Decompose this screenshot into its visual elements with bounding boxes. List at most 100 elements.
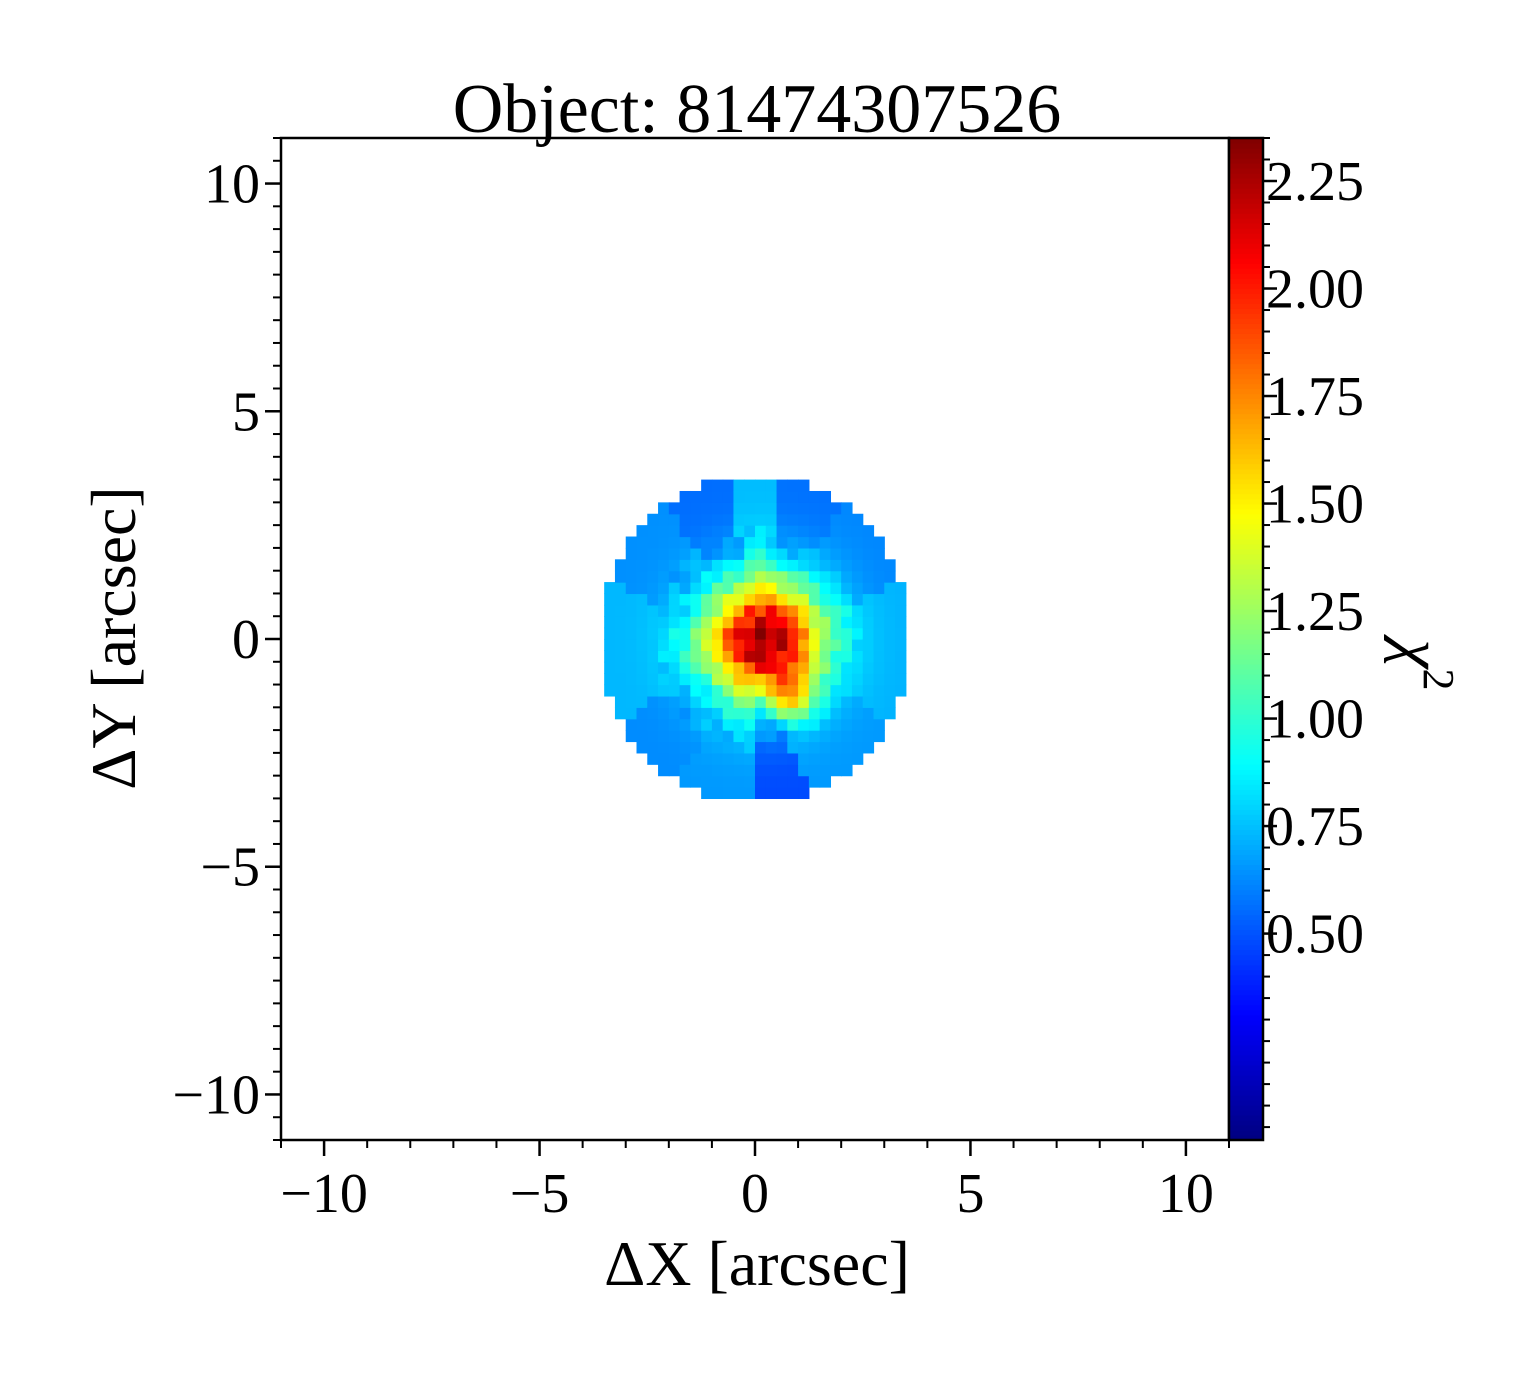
heatmap-cell [755,627,767,640]
colorbar-segment [1229,829,1263,835]
heatmap-cell [636,695,648,708]
heatmap-cell [862,627,875,640]
y-axis-label: ΔY [arcsec] [78,486,149,789]
heatmap-cell [841,502,853,515]
heatmap-cell [679,707,691,720]
heatmap-cell [625,593,638,606]
heatmap-cell [744,479,756,492]
heatmap-cell [851,570,864,583]
heatmap-cell [625,616,638,629]
heatmap-cell [733,639,745,651]
heatmap-cell [701,559,713,572]
heatmap-cell [808,650,821,663]
colorbar-segment [1229,483,1263,490]
heatmap-cell [701,525,713,538]
heatmap-cell [690,502,702,515]
colorbar-segment [1229,268,1263,274]
x-tick-label: 10 [1158,1163,1214,1225]
heatmap-cell [636,593,648,606]
heatmap-cell [776,695,788,708]
heatmap-cell [614,661,627,674]
colorbar-frame [1227,136,1265,1142]
heatmap-cell [711,695,724,708]
heatmap-cell [679,661,691,674]
colorbar-tick-label: 0.75 [1266,796,1364,858]
heatmap-cell [658,707,670,720]
heatmap-cell [798,582,810,595]
colorbar-segment [1229,433,1263,440]
heatmap-cell [819,650,832,663]
colorbar-segment [1229,719,1263,725]
heatmap-cell [808,718,821,731]
heatmap-cell [701,536,713,549]
heatmap-cell [873,547,885,560]
colorbar-segment [1229,398,1263,405]
heatmap-cell [679,502,691,515]
heatmap-cell [647,650,659,663]
colorbar-segment [1229,503,1263,510]
heatmap-cell [830,593,842,606]
heatmap-cell [787,718,799,731]
heatmap-cell [776,559,788,572]
colorbar-segment [1229,383,1263,390]
heatmap-cell [690,593,702,606]
heatmap-cell [798,502,810,515]
heatmap-cell [787,536,799,549]
heatmap-cell [711,490,724,503]
heatmap-cell [690,513,702,526]
heatmap-cell [755,695,767,708]
heatmap-cell [765,490,778,503]
heatmap-cell [679,627,691,640]
colorbar-segment [1229,198,1263,204]
heatmap-cell [830,707,842,720]
colorbar-segment [1229,388,1263,395]
heatmap-cell [765,639,778,651]
heatmap-cell [614,673,627,686]
heatmap-cell [679,582,691,595]
heatmap-cell [798,787,810,800]
heatmap-cell [679,764,691,777]
heatmap-cell [862,559,875,572]
heatmap-cell [690,650,702,663]
heatmap-cell [711,764,724,777]
heatmap-cell [862,536,875,549]
colorbar-segment [1229,1044,1263,1051]
heatmap-cell [722,513,735,526]
heatmap-cell [787,775,799,788]
heatmap-cell [733,616,745,629]
colorbar-segment [1229,533,1263,540]
heatmap-cell [808,490,821,503]
x-tick-label: −10 [280,1163,368,1225]
heatmap-cell [733,695,745,708]
heatmap-cell [862,707,875,720]
heatmap-cell [658,718,670,731]
heatmap-cell [604,604,616,617]
heatmap-cell [647,604,659,617]
colorbar-segment [1229,508,1263,515]
heatmap-cell [733,775,745,788]
heatmap-cell [765,513,778,526]
heatmap-cell [895,593,907,606]
heatmap-cell [722,525,735,538]
colorbar-segment [1229,989,1263,996]
heatmap-cell [711,673,724,686]
heatmap-cell [884,604,896,617]
heatmap-cell [679,752,691,765]
heatmap-cell [819,741,832,754]
heatmap-cell [841,741,853,754]
heatmap-cell [798,741,810,754]
colorbar-segment [1229,994,1263,1001]
colorbar-segment [1229,553,1263,560]
heatmap-cell [668,695,681,708]
colorbar-segment [1229,463,1263,470]
heatmap-cell [776,639,788,651]
heatmap-cell [733,673,745,686]
heatmap-cell [765,479,778,492]
colorbar-segment [1229,158,1263,164]
heatmap-cell [851,707,864,720]
heatmap-cell [690,684,702,697]
heatmap-cell [873,695,885,708]
heatmap-cell [862,582,875,595]
colorbar-segment [1229,263,1263,269]
heatmap-cell [776,718,788,731]
